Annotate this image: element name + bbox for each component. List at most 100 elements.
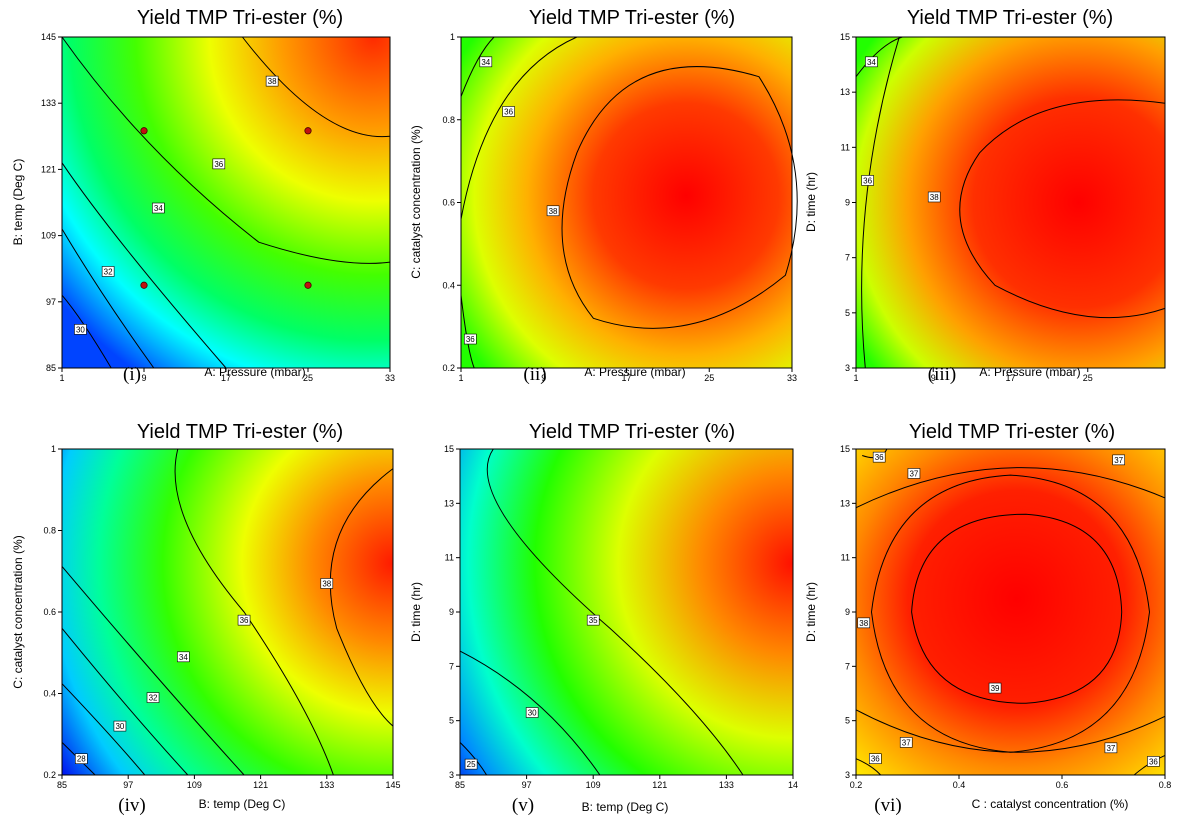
contour-label-box bbox=[1112, 454, 1125, 466]
y-tick-label: 3 bbox=[845, 363, 850, 373]
y-tick-label: 0.4 bbox=[442, 280, 455, 290]
contour-label: 38 bbox=[265, 75, 279, 87]
contour-label-text: 36 bbox=[214, 160, 223, 169]
x-tick-label: 145 bbox=[385, 780, 400, 790]
y-tick-label: 0.6 bbox=[442, 198, 455, 208]
x-axis-label: A: Pressure (mbar) bbox=[204, 365, 305, 379]
contour-line bbox=[959, 99, 1166, 319]
contour-label: 36 bbox=[872, 451, 886, 463]
contour-label: 34 bbox=[177, 651, 190, 663]
contour-line bbox=[242, 36, 391, 138]
contour-label-box bbox=[464, 758, 478, 770]
panel-label: (iii) bbox=[928, 364, 957, 385]
contour-line bbox=[460, 36, 495, 97]
x-tick-label: 1 bbox=[853, 373, 858, 383]
y-tick-label: 0.2 bbox=[442, 363, 455, 373]
y-tick-label: 13 bbox=[444, 498, 454, 508]
y-tick-label: 1 bbox=[51, 444, 56, 454]
x-tick-label: 17 bbox=[621, 373, 631, 383]
contour-label-text: 34 bbox=[867, 58, 876, 67]
contour-label-text: 37 bbox=[1114, 456, 1123, 465]
x-tick-label: 9 bbox=[931, 373, 936, 383]
contour-label-box bbox=[101, 266, 115, 277]
x-tick-label: 17 bbox=[1005, 373, 1015, 383]
contour-line bbox=[486, 448, 744, 776]
contour-label: 36 bbox=[237, 614, 251, 626]
chart-panel: 1 9 17 25 33 85 97 109 121 133 145 30 32 34 36 38 Yield … bbox=[11, 7, 395, 385]
contour-line bbox=[459, 742, 488, 776]
contour-label-text: 36 bbox=[466, 335, 475, 344]
contour-label-box bbox=[899, 737, 913, 748]
contour-label-text: 38 bbox=[322, 579, 331, 588]
contour-label-box bbox=[586, 614, 600, 626]
contour-label-text: 38 bbox=[549, 207, 558, 216]
contour-line bbox=[855, 709, 1166, 753]
x-tick-label: 1 bbox=[59, 373, 64, 383]
contour-label: 38 bbox=[927, 191, 941, 203]
contour-label-text: 25 bbox=[467, 760, 476, 769]
x-axis-label: B: temp (Deg C) bbox=[582, 800, 669, 814]
x-tick-label: 9 bbox=[141, 373, 146, 383]
contour-label: 32 bbox=[146, 692, 160, 703]
y-tick-label: 121 bbox=[41, 164, 56, 174]
contour-label-text: 30 bbox=[528, 709, 537, 718]
y-tick-label: 7 bbox=[449, 661, 454, 671]
design-point bbox=[140, 281, 148, 289]
y-tick-label: 109 bbox=[41, 231, 56, 241]
x-axis-label: B: temp (Deg C) bbox=[199, 797, 286, 811]
y-tick-label: 9 bbox=[449, 607, 454, 617]
contour-label: 37 bbox=[1104, 742, 1118, 754]
contour-line bbox=[911, 513, 1123, 704]
y-tick-label: 5 bbox=[845, 716, 850, 726]
contour-label-box bbox=[75, 753, 88, 765]
contour-line bbox=[561, 66, 798, 329]
contour-label-box bbox=[113, 720, 127, 732]
contour-label: 37 bbox=[907, 468, 921, 479]
y-axis-label: D: time (hr) bbox=[804, 172, 818, 232]
contour-line bbox=[459, 650, 601, 776]
contour-line bbox=[174, 448, 334, 776]
x-tick-label: 25 bbox=[704, 373, 714, 383]
y-tick-label: 1 bbox=[450, 32, 455, 42]
y-tick-label: 0.8 bbox=[442, 115, 455, 125]
x-tick-label: 97 bbox=[123, 780, 133, 790]
x-axis-label: A: Pressure (mbar) bbox=[584, 365, 685, 379]
x-tick-label: 109 bbox=[586, 780, 601, 790]
contour-label-text: 30 bbox=[76, 325, 85, 334]
contour-label: 30 bbox=[113, 720, 127, 732]
contour-label-box bbox=[212, 158, 226, 170]
chart-title: Yield TMP Tri-ester (%) bbox=[907, 7, 1113, 29]
y-tick-label: 9 bbox=[845, 607, 850, 617]
panel-label: (vi) bbox=[874, 795, 901, 816]
chart-title: Yield TMP Tri-ester (%) bbox=[137, 7, 343, 29]
contour-line bbox=[61, 162, 227, 369]
x-tick-label: 14 bbox=[788, 780, 798, 790]
y-axis-label: D: time (hr) bbox=[804, 582, 818, 642]
design-point bbox=[304, 281, 312, 289]
x-tick-label: 9 bbox=[541, 373, 546, 383]
contour-label-box bbox=[857, 617, 871, 629]
contour-line bbox=[855, 758, 882, 776]
contour-label-text: 32 bbox=[149, 694, 158, 703]
y-axis-label: C: catalyst concentration (%) bbox=[409, 125, 423, 278]
chart-panel: 1 9 17 25 33 0.2 0.4 0.6 0.8 1 34 36 38 36 Yield TMP T… bbox=[409, 7, 798, 385]
y-tick-label: 11 bbox=[841, 553, 850, 563]
contour-label: 30 bbox=[74, 324, 87, 335]
contour-label-box bbox=[502, 106, 515, 117]
y-tick-label: 7 bbox=[845, 253, 850, 263]
contour-label-box bbox=[464, 333, 477, 345]
y-tick-label: 13 bbox=[840, 498, 850, 508]
contour-line bbox=[61, 228, 155, 369]
y-tick-label: 0.4 bbox=[43, 689, 56, 699]
contour-label-text: 36 bbox=[871, 755, 880, 764]
contour-line bbox=[61, 627, 189, 776]
panel-label: (v) bbox=[512, 795, 534, 816]
x-tick-label: 33 bbox=[385, 373, 395, 383]
y-tick-label: 5 bbox=[449, 716, 454, 726]
contour-label-box bbox=[74, 324, 87, 335]
x-tick-label: 85 bbox=[455, 780, 465, 790]
contour-label-box bbox=[865, 56, 878, 68]
chart-title: Yield TMP Tri-ester (%) bbox=[529, 7, 735, 29]
